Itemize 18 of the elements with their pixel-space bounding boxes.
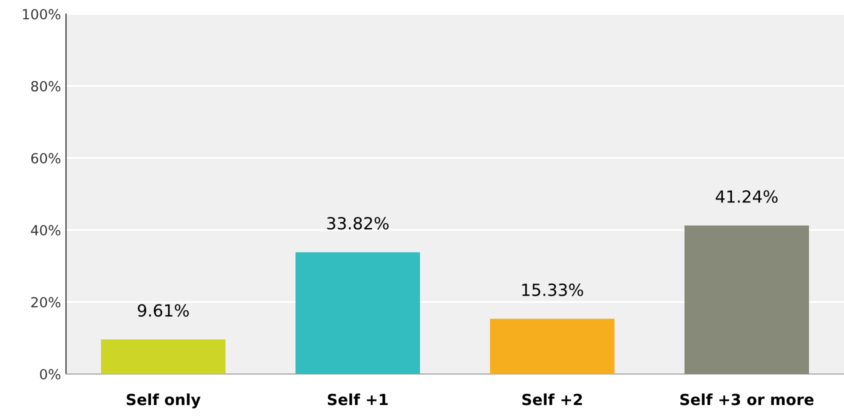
y-tick-label: 20% bbox=[31, 296, 60, 308]
y-tick-label: 100% bbox=[22, 8, 60, 20]
y-tick-label: 60% bbox=[31, 152, 60, 164]
data-label: 15.33% bbox=[522, 284, 584, 296]
x-tick-label: Self only bbox=[126, 393, 201, 408]
data-label: 33.82% bbox=[327, 216, 389, 230]
y-tick-label: 80% bbox=[31, 80, 60, 92]
y-tick-label: 40% bbox=[30, 224, 60, 236]
x-tick-label: Self +1 bbox=[328, 393, 388, 406]
x-tick-label: Self +3 or more bbox=[680, 393, 814, 406]
bar bbox=[490, 318, 614, 374]
bar bbox=[296, 252, 420, 374]
data-label: 9.61% bbox=[138, 304, 189, 317]
y-tick-label: 0% bbox=[40, 368, 60, 380]
x-tick-label: Self +2 bbox=[522, 393, 582, 406]
data-label: 41.24% bbox=[716, 190, 778, 203]
bar bbox=[101, 339, 226, 374]
bar bbox=[684, 226, 809, 374]
